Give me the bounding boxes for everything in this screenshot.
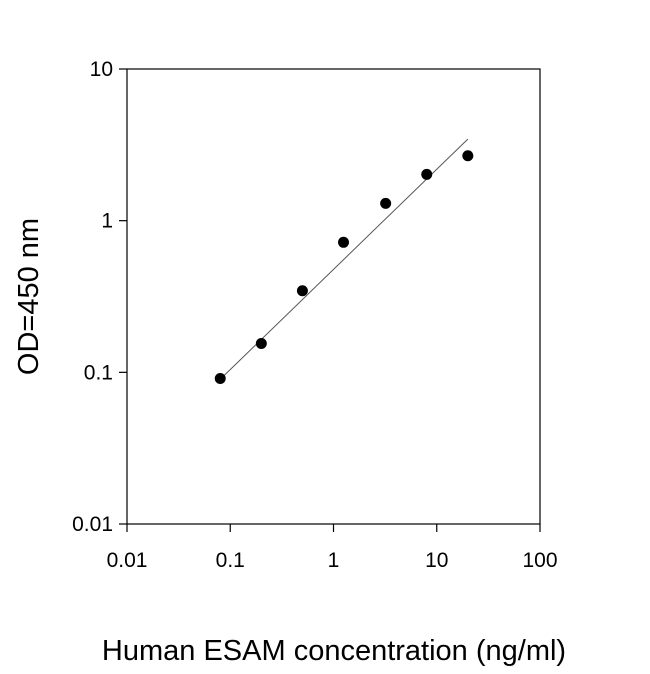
plot-frame (126, 68, 541, 525)
data-point (421, 168, 433, 180)
y-tick-label: 0.1 (84, 361, 113, 384)
data-points (214, 150, 474, 385)
y-tick-label: 1 (101, 210, 113, 233)
x-axis-ticks: 0.01 0.1 1 10 100 (107, 524, 558, 572)
y-tick-label: 10 (90, 58, 113, 81)
data-point (255, 337, 267, 349)
data-point (380, 197, 392, 209)
x-tick-label: 1 (328, 549, 340, 572)
x-tick-label: 100 (522, 549, 557, 572)
x-tick-label: 10 (425, 549, 448, 572)
data-point (214, 373, 226, 385)
y-axis-title: OD=450 nm (13, 218, 45, 375)
data-point (296, 285, 308, 297)
data-point (462, 150, 474, 162)
x-axis-title: Human ESAM concentration (ng/ml) (102, 635, 566, 667)
data-point (338, 236, 350, 248)
x-tick-label: 0.1 (216, 549, 245, 572)
y-tick-label: 0.01 (72, 513, 113, 536)
x-tick-label: 0.01 (107, 549, 148, 572)
y-axis-ticks: 0.01 0.1 1 10 (72, 58, 127, 536)
